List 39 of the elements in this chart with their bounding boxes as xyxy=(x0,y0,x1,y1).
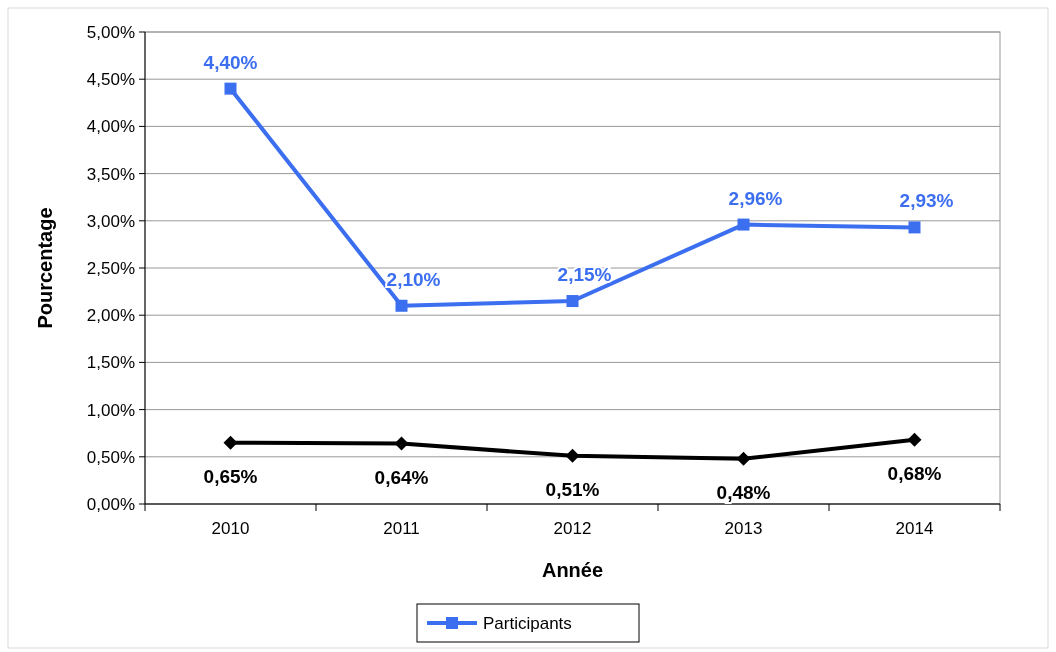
y-tick-label: 0,50% xyxy=(86,447,135,467)
point xyxy=(736,451,751,466)
y-tick-label: 5,00% xyxy=(86,22,135,42)
y-tick-label: 0,00% xyxy=(86,494,135,514)
x-axis-title: Année xyxy=(541,559,604,581)
y-tick-label: 2,00% xyxy=(86,306,135,326)
y-tick-label: 3,50% xyxy=(86,164,135,184)
data-label: 0,48% xyxy=(716,481,771,503)
point xyxy=(224,82,237,95)
point xyxy=(737,218,750,231)
data-label: 0,64% xyxy=(374,466,429,488)
data-label: 2,93% xyxy=(899,190,954,212)
data-label: 2,96% xyxy=(728,187,783,209)
y-tick-label: 1,00% xyxy=(86,400,135,420)
data-label: 4,40% xyxy=(203,51,258,73)
data-label: 0,65% xyxy=(203,465,258,487)
point xyxy=(907,432,922,447)
data-label: 0,51% xyxy=(545,478,600,500)
x-tick-label: 2012 xyxy=(553,519,592,538)
point xyxy=(395,299,408,312)
y-tick-label: 3,00% xyxy=(86,211,135,231)
data-label: 2,15% xyxy=(557,264,612,286)
x-tick-label: 2010 xyxy=(211,519,250,538)
point xyxy=(566,295,579,308)
y-tick-label: 2,50% xyxy=(86,258,135,278)
legend-label: Participants xyxy=(483,613,572,633)
data-label: 2,10% xyxy=(386,268,441,290)
y-tick-label: 4,00% xyxy=(86,117,135,137)
x-tick-label: 2011 xyxy=(383,519,420,538)
point xyxy=(394,436,409,451)
point xyxy=(908,221,921,234)
y-tick-label: 1,50% xyxy=(86,353,135,373)
x-tick-label: 2014 xyxy=(895,519,934,538)
data-label: 0,68% xyxy=(887,462,942,484)
y-axis-title: Pourcentage xyxy=(34,207,56,329)
point xyxy=(565,448,580,463)
y-tick-label: 4,50% xyxy=(86,70,135,90)
point xyxy=(223,435,238,450)
x-tick-label: 2013 xyxy=(724,519,763,538)
